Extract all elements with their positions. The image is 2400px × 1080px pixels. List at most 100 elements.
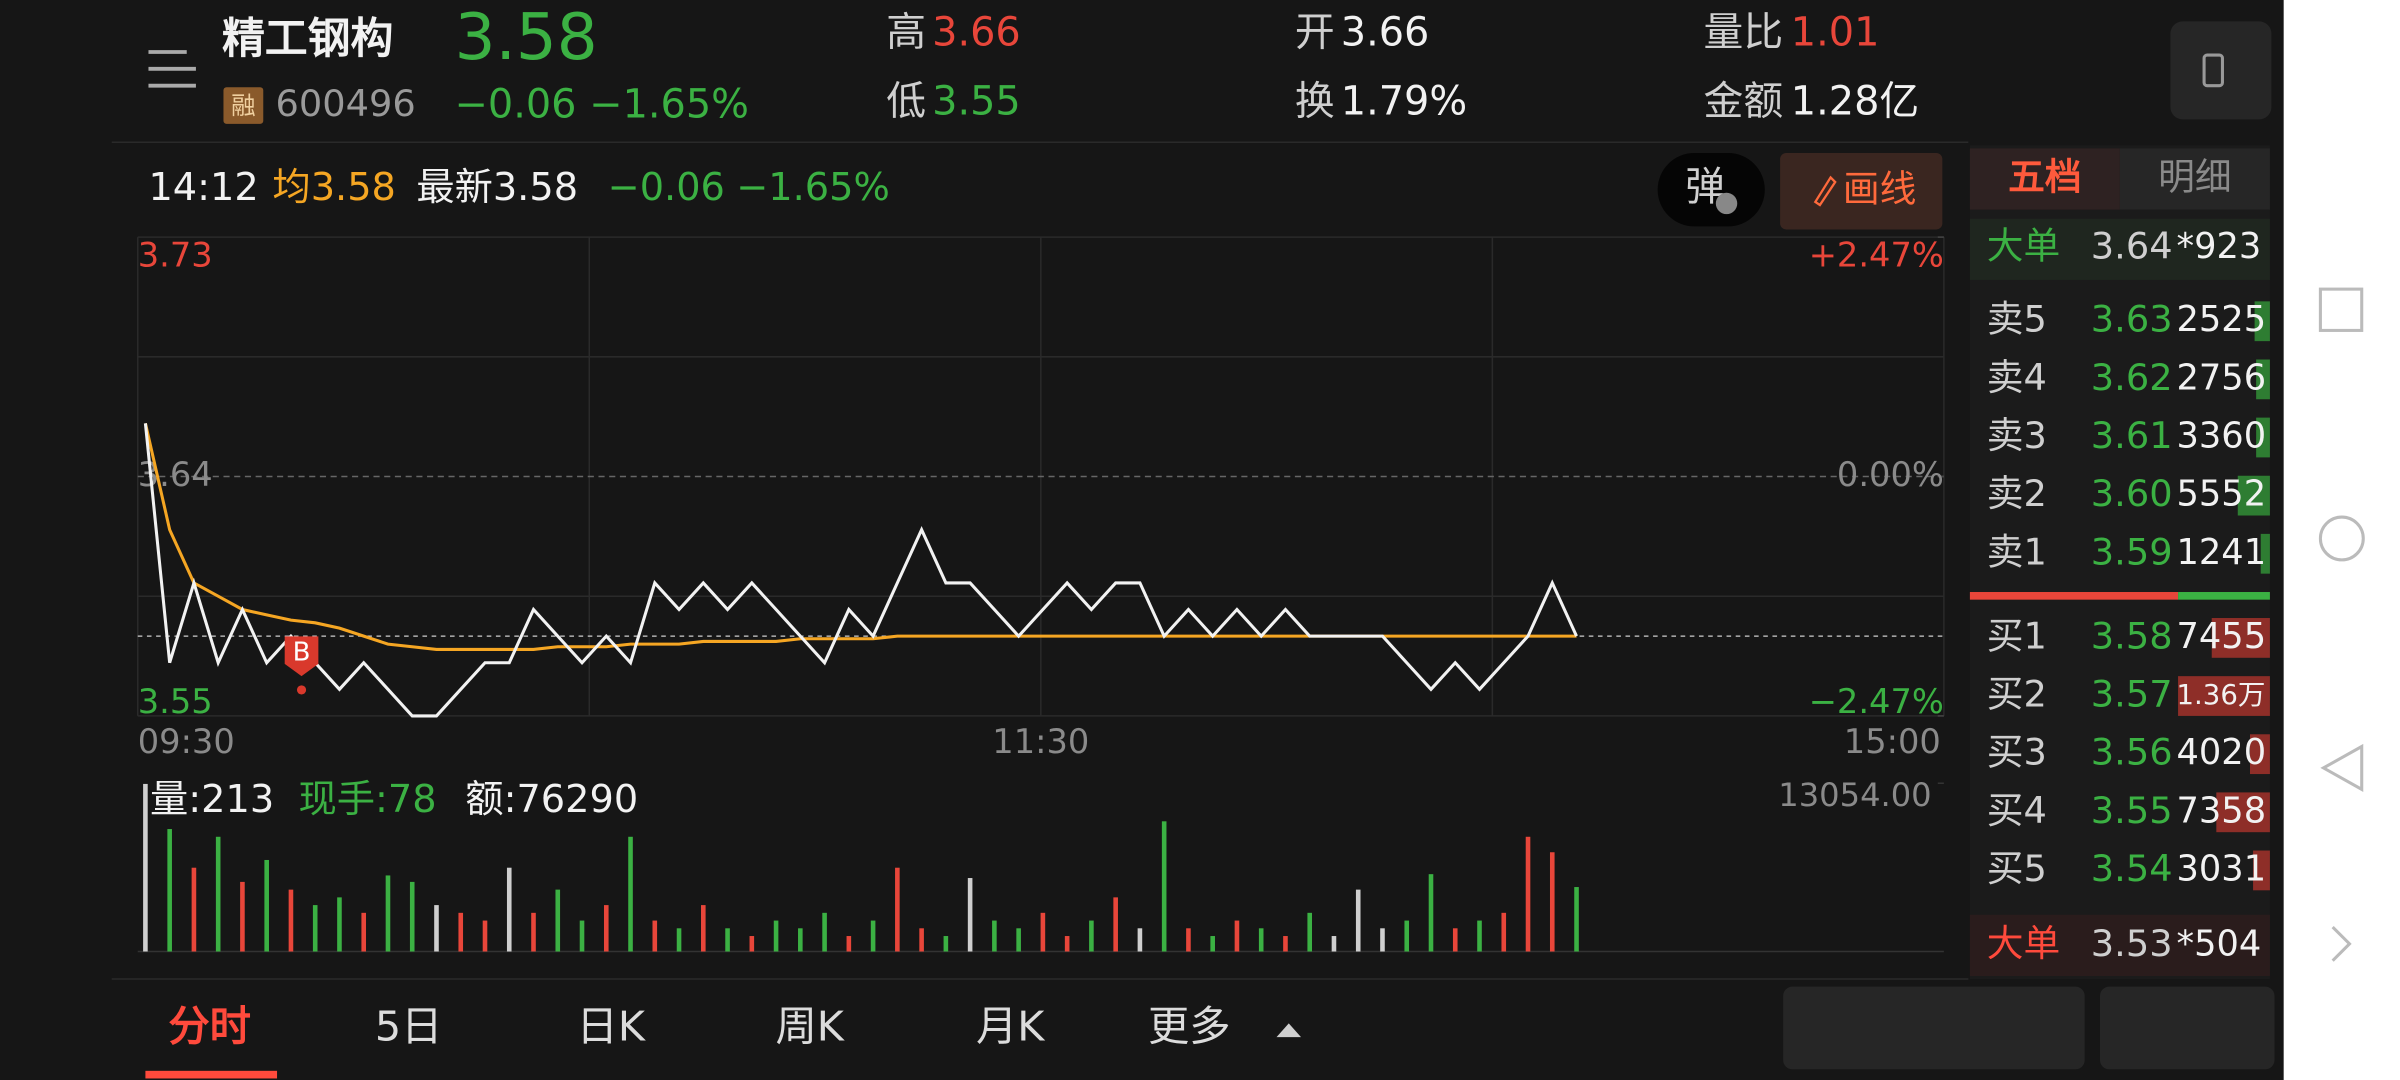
- book-price: 3.63: [2091, 298, 2173, 341]
- qty-bar: [2253, 850, 2270, 891]
- volume-bar: [1404, 920, 1410, 952]
- bottom-tab[interactable]: 周K: [775, 1003, 844, 1051]
- volume-bar: [1040, 912, 1046, 952]
- book-qty: 2525: [2177, 299, 2267, 340]
- x-tick-label: 11:30: [992, 722, 1089, 761]
- volume-bar: [846, 936, 852, 952]
- volume-bar: [725, 928, 730, 952]
- volume-bar: [506, 867, 512, 952]
- back-button[interactable]: [2320, 743, 2364, 792]
- more-arrow[interactable]: [2331, 925, 2352, 962]
- draw-line-button[interactable]: [1780, 152, 1943, 230]
- nav-bar: [2283, 0, 2400, 1080]
- x-tick-label: 09:30: [138, 722, 235, 761]
- price-line: [143, 423, 1578, 718]
- qty-bar: [2256, 417, 2270, 458]
- volume-bar: [409, 881, 415, 952]
- volume-bar: [749, 936, 755, 952]
- book-qty: *504: [2177, 923, 2262, 964]
- volume-bar: [1525, 836, 1531, 952]
- volume-bar: [870, 920, 876, 952]
- volume-bar: [555, 889, 561, 952]
- volume-bar: [1380, 928, 1385, 952]
- book-price: 3.58: [2091, 614, 2173, 657]
- volume-bar: [288, 889, 294, 952]
- more-caret: [1276, 1023, 1302, 1038]
- volume-bar: [434, 905, 439, 952]
- volume-bar: [240, 881, 245, 952]
- volume-bar: [1137, 928, 1143, 952]
- book-price: 3.59: [2091, 530, 2173, 573]
- trade-marker: [284, 636, 319, 677]
- device-icon: [2202, 53, 2224, 88]
- qty-bar: [2237, 475, 2270, 516]
- volume-bar: [967, 878, 973, 952]
- info-time: 14:12: [148, 165, 258, 210]
- book-label: 卖5: [1987, 298, 2047, 341]
- stat-value: 3.55: [932, 79, 1021, 125]
- y2-tick-label: 0.00%: [1837, 455, 1944, 494]
- volume-bar: [458, 912, 464, 952]
- bottom-tab[interactable]: 日K: [577, 1003, 646, 1051]
- pencil-icon: [1813, 175, 1837, 207]
- button-bg: [2100, 986, 2275, 1070]
- y2-tick-label: +2.47%: [1809, 236, 1944, 275]
- home-button[interactable]: [2318, 515, 2365, 562]
- book-price: 3.62: [2091, 356, 2173, 399]
- bottom-tab[interactable]: 分时: [168, 1003, 251, 1051]
- stock-name: 精工钢构: [222, 14, 393, 64]
- info-change: −0.06: [608, 165, 725, 210]
- volume-bar: [652, 920, 658, 952]
- bottom-tab[interactable]: 更多: [1148, 1003, 1231, 1051]
- volume-bar: [992, 920, 997, 952]
- volume-bar: [1113, 897, 1118, 952]
- stat-label: 高: [886, 10, 926, 56]
- menu-icon[interactable]: [148, 50, 196, 88]
- stat-label: 换: [1295, 79, 1335, 125]
- book-price: 3.53: [2091, 922, 2173, 965]
- volume-bar: [1234, 920, 1240, 952]
- volume-bar: [215, 836, 221, 952]
- book-price: 3.56: [2091, 731, 2173, 774]
- margin-badge-text: 融: [231, 91, 255, 120]
- stat-label: 量比: [1704, 10, 1784, 56]
- book-label: 买5: [1987, 847, 2047, 890]
- x-tick-label: 15:00: [1844, 722, 1941, 761]
- stat-value: 3.66: [1341, 10, 1430, 56]
- qty-bar: [2178, 676, 2270, 716]
- margin-badge: [223, 87, 264, 124]
- bottom-tab[interactable]: 月K: [976, 1003, 1045, 1051]
- recent-apps-button[interactable]: [2318, 287, 2364, 332]
- draw-line-button-text: 画线: [1843, 168, 1916, 211]
- volume-bar: [385, 875, 391, 952]
- volume-bar: [822, 912, 827, 952]
- book-qty: 7455: [2177, 616, 2267, 657]
- volume-bar: [1501, 912, 1507, 952]
- popup-badge: [1715, 192, 1738, 215]
- book-price: 3.54: [2091, 847, 2173, 890]
- stat-label: 金额: [1704, 79, 1784, 125]
- tab[interactable]: [2119, 148, 2270, 210]
- book-label: 买3: [1987, 731, 2047, 774]
- volume-bar: [579, 920, 585, 952]
- popup-button[interactable]: [1657, 152, 1765, 227]
- bottom-tab[interactable]: 5日: [375, 1003, 443, 1051]
- qty-bar: [2216, 792, 2270, 833]
- volume-bar: [1089, 920, 1094, 952]
- book-qty: 2756: [2177, 357, 2267, 398]
- volume-bar: [1307, 912, 1313, 952]
- stat-label: 低: [886, 79, 926, 125]
- stat-label: 开: [1295, 10, 1335, 56]
- tab-active[interactable]: [1969, 148, 2120, 210]
- volume-bar: [1210, 936, 1215, 952]
- book-label: 买2: [1987, 673, 2047, 716]
- ask-ratio: [2178, 592, 2270, 600]
- book-label: 大单: [1987, 224, 2060, 267]
- volume-bar: [919, 928, 924, 952]
- book-qty: 1241: [2177, 532, 2267, 573]
- info-percent: −1.65%: [736, 165, 890, 210]
- volume-label: 额:76290: [465, 777, 638, 822]
- book-price: 3.61: [2091, 414, 2173, 457]
- book-qty: 3360: [2177, 416, 2267, 457]
